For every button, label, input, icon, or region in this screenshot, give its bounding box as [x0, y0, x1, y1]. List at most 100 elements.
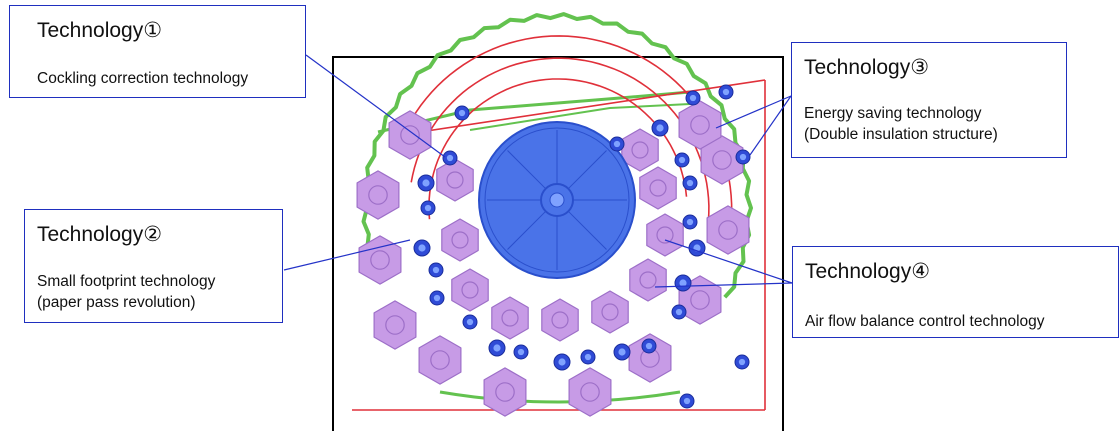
roller-core [738, 358, 746, 366]
guide-roller [682, 175, 698, 191]
callout-technology-3: Technology③ Energy saving technology (Do… [791, 42, 1067, 158]
callout-line: Small footprint technology [37, 273, 216, 290]
guide-roller [488, 339, 506, 357]
heater-body [356, 170, 400, 220]
guide-roller [428, 262, 444, 278]
insulation-top-duct-inner [469, 103, 691, 131]
heater-body [706, 205, 750, 255]
roller-core [689, 94, 697, 102]
guide-roller [682, 214, 698, 230]
roller-core [645, 342, 653, 350]
guide-roller [671, 304, 687, 320]
callout-technology-2: Technology② Small footprint technology (… [24, 209, 283, 323]
drum-spoke [507, 150, 547, 190]
leader-line [749, 95, 792, 156]
guide-roller [734, 354, 750, 370]
heater-lamp [601, 303, 619, 321]
insulation-outer-shell [361, 12, 753, 299]
roller-core [739, 153, 747, 161]
drum-rim [484, 127, 630, 273]
heater-lamp [495, 382, 515, 402]
heater-body [491, 296, 529, 340]
heater-unit-inner [621, 128, 659, 172]
roller-core [683, 397, 691, 405]
guide-roller [679, 393, 695, 409]
roller-core [424, 204, 432, 212]
roller-core [433, 294, 441, 302]
heater-body [441, 218, 479, 262]
heater-lamp [690, 115, 710, 135]
heater-unit-outer [388, 110, 432, 160]
dryer-frame [332, 56, 784, 431]
heater-unit-outer [706, 205, 750, 255]
callout-description: Air flow balance control technology [805, 313, 1045, 330]
roller-core [675, 308, 683, 316]
heater-unit-outer [358, 235, 402, 285]
heater-units [356, 100, 750, 417]
heater-unit-outer [678, 100, 722, 150]
guide-roller [718, 84, 734, 100]
heater-lamp [370, 250, 390, 270]
roller-core [493, 344, 501, 352]
guide-roller [462, 314, 478, 330]
heater-lamp [718, 220, 738, 240]
heater-unit-outer [373, 300, 417, 350]
heater-lamp [451, 231, 469, 249]
heater-unit-outer [568, 367, 612, 417]
roller-core [584, 353, 592, 361]
leader-line [654, 282, 793, 288]
heater-lamp [656, 226, 674, 244]
heater-lamp [649, 179, 667, 197]
guide-roller [454, 105, 470, 121]
heater-unit-outer [356, 170, 400, 220]
heater-lamp [400, 125, 420, 145]
heater-lamp [639, 271, 657, 289]
heater-unit-outer [700, 135, 744, 185]
roller-core [458, 109, 466, 117]
guide-roller [688, 239, 706, 257]
guide-roller [613, 343, 631, 361]
heater-lamp [446, 171, 464, 189]
guide-roller [580, 349, 596, 365]
heater-body [628, 333, 672, 383]
callout-description: Small footprint technology (paper pass r… [37, 271, 215, 313]
heater-lamp [461, 281, 479, 299]
heater-unit-inner [451, 268, 489, 312]
heater-lamp [690, 290, 710, 310]
heater-unit-outer [483, 367, 527, 417]
guide-roller [429, 290, 445, 306]
callout-description: Cockling correction technology [37, 70, 249, 87]
heater-body [591, 290, 629, 334]
roller-core [466, 318, 474, 326]
heater-unit-inner [646, 213, 684, 257]
heater-body [418, 335, 462, 385]
roller-core [686, 179, 694, 187]
center-drum [478, 121, 636, 279]
callout-line: (paper pass revolution) [37, 294, 196, 311]
heater-unit-inner [591, 290, 629, 334]
roller-core [656, 124, 664, 132]
roller-core [422, 179, 430, 187]
heater-lamp [368, 185, 388, 205]
heater-body [646, 213, 684, 257]
leader-lines [283, 54, 793, 288]
callout-title: Technology③ [804, 56, 930, 79]
guide-roller [674, 152, 690, 168]
guide-roller [553, 353, 571, 371]
leader-line [283, 239, 411, 271]
callout-technology-4: Technology④ Air flow balance control tec… [792, 246, 1119, 338]
drum-spoke [567, 150, 607, 190]
callout-line: Energy saving technology [804, 105, 982, 122]
callout-line: (Double insulation structure) [804, 126, 998, 143]
roller-core [722, 88, 730, 96]
roller-core [678, 156, 686, 164]
heater-lamp [551, 311, 569, 329]
callout-title: Technology② [37, 223, 163, 246]
heater-body [436, 158, 474, 202]
heater-lamp [430, 350, 450, 370]
roller-core [618, 348, 626, 356]
guide-roller [735, 149, 751, 165]
drum-spoke [567, 210, 607, 250]
heater-lamp [580, 382, 600, 402]
